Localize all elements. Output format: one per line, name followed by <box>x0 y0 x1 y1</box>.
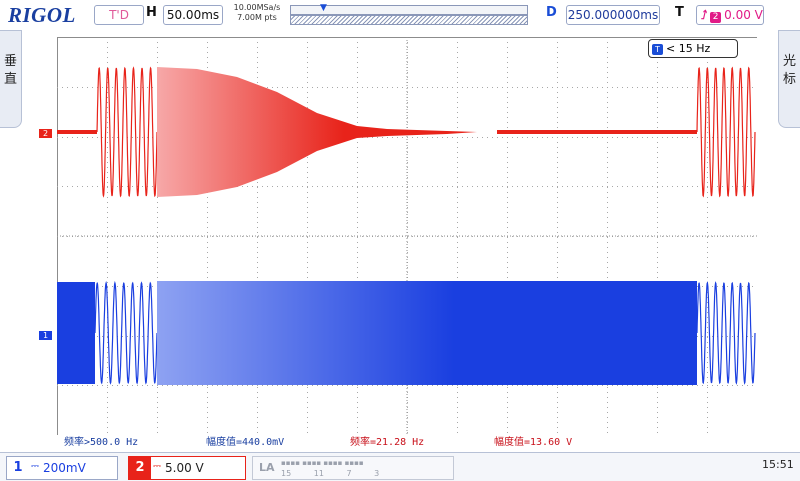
timebase-label: H <box>146 5 157 20</box>
channel-status-bar: 1 ⎓ 200mV 2 ⎓ 5.00 V LA ▪▪▪▪ ▪▪▪▪ ▪▪▪▪ ▪… <box>0 452 800 481</box>
measurement-ch2-frequency: 频率=21.28 Hz <box>350 437 425 448</box>
ch1-number: 1 <box>13 460 23 475</box>
ch1-waveform <box>57 280 756 385</box>
la-channel-bits-icon: ▪▪▪▪ ▪▪▪▪ ▪▪▪▪ ▪▪▪▪ <box>281 459 364 467</box>
memory-window <box>290 5 528 15</box>
system-clock: 15:51 <box>762 458 794 471</box>
la-bit-numbers: 15 11 7 3 <box>281 469 379 478</box>
acquisition-info: 10.00MSa/s 7.00M pts <box>228 3 286 23</box>
waveform-display[interactable] <box>57 37 757 435</box>
ch1-offset-marker[interactable]: 1 <box>39 331 52 340</box>
waveform-canvas <box>57 37 757 435</box>
ch2-number: 2 <box>129 457 151 479</box>
brand-logo: RIGOL <box>8 3 76 27</box>
delay-label: D <box>546 5 557 20</box>
horizontal-delay-value[interactable]: 250.000000ms <box>566 5 660 25</box>
vertical-menu-tab[interactable]: 垂 直 <box>0 30 22 128</box>
sample-rate: 10.00MSa/s <box>233 3 281 12</box>
la-label: LA <box>259 461 275 474</box>
top-status-bar: RIGOL T'D H 50.00ms 10.00MSa/s 7.00M pts… <box>0 0 800 30</box>
trigger-source-badge: 2 <box>710 12 722 23</box>
memory-depth: 7.00M pts <box>237 13 277 22</box>
cursor-tab-char-1: 光 <box>782 54 796 69</box>
trigger-level: 0.00 V <box>724 8 763 22</box>
dc-coupling-icon: ⎓ <box>153 461 161 472</box>
trigger-settings[interactable]: ⭜ 2 0.00 V <box>696 5 764 25</box>
frequency-counter-badge: T < 15 Hz <box>648 39 738 58</box>
logic-analyzer-button[interactable]: LA ▪▪▪▪ ▪▪▪▪ ▪▪▪▪ ▪▪▪▪ 15 11 7 3 <box>252 456 454 480</box>
la-bit-7: 7 <box>346 469 352 478</box>
measurement-ch1-amplitude: 幅度值=440.0mV <box>206 437 285 448</box>
timebase-value[interactable]: 50.00ms <box>163 5 223 25</box>
rising-edge-icon: ⭜ <box>701 8 708 22</box>
ch2-offset-marker[interactable]: 2 <box>39 129 52 138</box>
ch2-settings-button[interactable]: 2 ⎓ 5.00 V <box>128 456 246 480</box>
memory-overview-bar[interactable]: ▼ <box>290 3 528 25</box>
trigger-counter-icon: T <box>652 43 663 55</box>
trigger-status: T'D <box>94 5 144 25</box>
vertical-tab-char-2: 直 <box>3 72 17 87</box>
measurement-ch2-amplitude: 幅度值=13.60 V <box>494 437 573 448</box>
cursor-tab-char-2: 标 <box>782 72 796 87</box>
trigger-label: T <box>675 5 684 20</box>
ch1-scale: 200mV <box>43 461 86 475</box>
trigger-position-arrow-icon: ▼ <box>320 3 327 13</box>
la-bit-11: 11 <box>313 469 324 478</box>
measurement-ch1-frequency: 频率>500.0 Hz <box>64 437 139 448</box>
dc-coupling-icon: ⎓ <box>31 461 39 472</box>
la-bit-15: 15 <box>281 469 292 478</box>
cursor-menu-tab[interactable]: 光 标 <box>778 30 800 128</box>
frequency-counter-value: < 15 Hz <box>666 42 711 55</box>
ch1-settings-button[interactable]: 1 ⎓ 200mV <box>6 456 118 480</box>
vertical-tab-char-1: 垂 <box>3 54 17 69</box>
memory-waveform-preview <box>290 15 528 25</box>
ch2-scale: 5.00 V <box>165 461 204 475</box>
ch2-waveform <box>57 66 756 198</box>
la-bit-3: 3 <box>374 469 380 478</box>
